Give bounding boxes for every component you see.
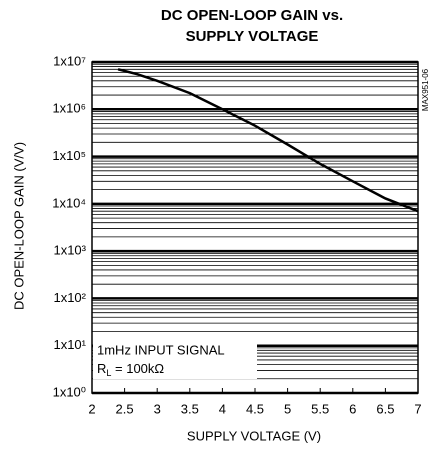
x-tick-label: 4.5 [246, 401, 264, 416]
x-tick-label: 6.5 [376, 401, 394, 416]
x-tick-label: 6 [349, 401, 356, 416]
x-tick-label: 5.5 [311, 401, 329, 416]
x-tick-label: 3 [154, 401, 161, 416]
y-tick-label: 1x10⁶ [52, 101, 86, 116]
annotation-part: R [97, 361, 106, 376]
y-tick-label: 1x10⁴ [52, 195, 86, 210]
x-tick-label: 7 [414, 401, 421, 416]
annotation: 1mHz INPUT SIGNAL [97, 342, 225, 357]
y-tick-label: 1x10² [53, 290, 86, 305]
annotation-part: L [106, 368, 111, 378]
annotation-part: = 100kΩ [111, 361, 164, 376]
y-tick-label: 1x10⁵ [52, 148, 86, 163]
x-axis-label: SUPPLY VOLTAGE (V) [187, 428, 321, 443]
y-tick-label: 1x10³ [53, 243, 86, 258]
x-tick-label: 2 [88, 401, 95, 416]
y-axis-label: DC OPEN-LOOP GAIN (V/V) [11, 142, 26, 310]
x-tick-label: 2.5 [116, 401, 134, 416]
y-tick-label: 1x10⁷ [53, 53, 86, 68]
y-tick-label: 1x10⁰ [53, 384, 86, 399]
figure-id: MAX951-06 [421, 68, 430, 111]
chart-title: SUPPLY VOLTAGE [186, 28, 319, 45]
x-tick-label: 3.5 [181, 401, 199, 416]
y-tick-label: 1x10¹ [53, 337, 86, 352]
annotation: RL = 100kΩ [97, 361, 164, 378]
x-tick-label: 4 [219, 401, 226, 416]
chart-title: DC OPEN-LOOP GAIN vs. [161, 7, 343, 24]
data-line [117, 68, 419, 213]
plot-frame [91, 61, 419, 394]
x-tick-label: 5 [284, 401, 291, 416]
annotation-box [93, 341, 257, 379]
